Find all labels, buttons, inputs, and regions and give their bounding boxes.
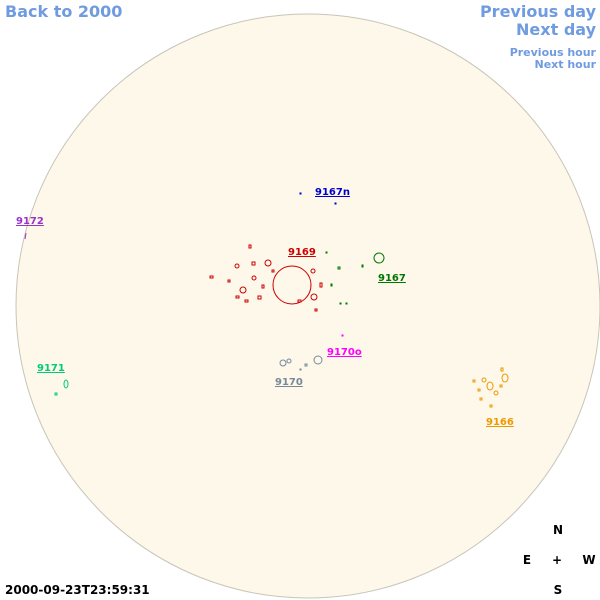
next-day-link[interactable]: Next day	[516, 20, 597, 39]
compass-east: E	[523, 553, 531, 567]
compass-center: +	[552, 553, 562, 567]
compass-north: N	[553, 523, 563, 537]
spots-9167	[325, 251, 385, 305]
region-label[interactable]: 9166	[486, 417, 514, 428]
spots-9171	[54, 379, 69, 396]
region-label[interactable]: 9169	[288, 247, 316, 258]
previous-hour-link[interactable]: Previous hour	[510, 46, 597, 59]
timestamp: 2000-09-23T23:59:31	[5, 583, 150, 597]
sunspots	[24, 192, 509, 408]
previous-day-link[interactable]: Previous day	[480, 2, 597, 21]
spots-9170	[279, 355, 323, 371]
region-label[interactable]: 9167n	[315, 187, 350, 198]
region-label[interactable]: 9170	[275, 377, 303, 388]
region-label[interactable]: 9167	[378, 273, 406, 284]
compass-south: S	[554, 583, 563, 597]
solar-disk	[15, 13, 600, 599]
compass-west: W	[582, 553, 595, 567]
spots-9169	[209, 244, 323, 312]
spots-9167n	[299, 192, 337, 205]
back-link[interactable]: Back to 2000	[5, 2, 122, 21]
region-label[interactable]: 9171	[37, 363, 65, 374]
next-hour-link[interactable]: Next hour	[535, 58, 597, 71]
spots-9172	[24, 232, 27, 240]
spots-9166	[472, 367, 509, 408]
region-label[interactable]: 9170o	[327, 347, 362, 358]
region-label[interactable]: 9172	[16, 216, 44, 227]
spots-9170o	[341, 334, 344, 337]
